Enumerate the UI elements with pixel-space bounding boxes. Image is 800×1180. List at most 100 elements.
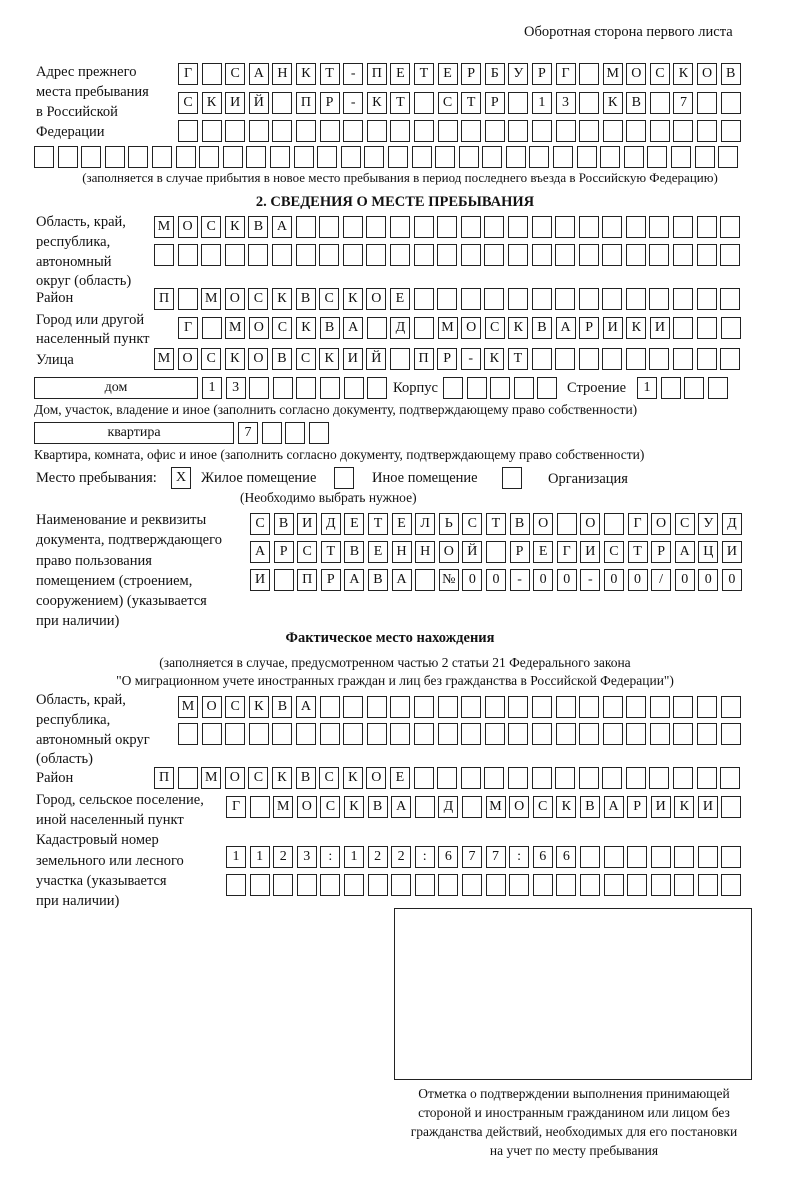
char-box[interactable]: -: [509, 569, 530, 591]
char-box[interactable]: К: [342, 288, 363, 310]
char-box[interactable]: 0: [627, 569, 648, 591]
char-box[interactable]: [342, 216, 363, 238]
char-box[interactable]: :: [414, 846, 435, 868]
char-box[interactable]: К: [602, 92, 623, 114]
char-box[interactable]: Е: [390, 63, 411, 85]
char-box[interactable]: Н: [391, 541, 412, 563]
char-box[interactable]: А: [391, 569, 412, 591]
char-box[interactable]: [273, 874, 294, 896]
char-box[interactable]: [272, 120, 293, 142]
char-box[interactable]: [387, 146, 408, 168]
char-box[interactable]: [177, 767, 198, 789]
char-box[interactable]: [602, 767, 623, 789]
char-box[interactable]: [673, 767, 694, 789]
char-box[interactable]: [673, 348, 694, 370]
char-box[interactable]: Р: [627, 796, 648, 818]
char-box[interactable]: К: [484, 348, 505, 370]
char-box[interactable]: Т: [627, 541, 648, 563]
char-box[interactable]: [673, 696, 694, 718]
char-box[interactable]: С: [320, 796, 341, 818]
char-box[interactable]: -: [343, 92, 364, 114]
char-box[interactable]: Р: [579, 317, 600, 339]
char-box[interactable]: -: [343, 63, 364, 85]
char-box[interactable]: Г: [627, 513, 648, 535]
char-box[interactable]: 7: [485, 846, 506, 868]
char-box[interactable]: Р: [509, 541, 530, 563]
char-box[interactable]: В: [295, 288, 316, 310]
char-box[interactable]: :: [509, 846, 530, 868]
char-box[interactable]: [625, 288, 646, 310]
char-box[interactable]: К: [366, 92, 387, 114]
char-box[interactable]: [649, 348, 670, 370]
char-box[interactable]: Л: [415, 513, 436, 535]
char-box[interactable]: [625, 348, 646, 370]
char-box[interactable]: С: [674, 513, 695, 535]
char-box[interactable]: [579, 696, 600, 718]
stay-option-other[interactable]: [334, 467, 358, 489]
char-box[interactable]: Й: [366, 348, 387, 370]
char-box[interactable]: [579, 723, 600, 745]
char-box[interactable]: [600, 146, 621, 168]
char-box[interactable]: [532, 874, 553, 896]
char-box[interactable]: [623, 146, 644, 168]
char-box[interactable]: П: [295, 92, 316, 114]
char-box[interactable]: К: [295, 317, 316, 339]
char-box[interactable]: В: [367, 796, 388, 818]
char-box[interactable]: И: [602, 317, 623, 339]
char-box[interactable]: [602, 348, 623, 370]
char-box[interactable]: А: [674, 541, 695, 563]
char-box[interactable]: [720, 288, 741, 310]
char-box[interactable]: О: [366, 767, 387, 789]
char-box[interactable]: П: [297, 569, 318, 591]
char-box[interactable]: [438, 874, 459, 896]
char-box[interactable]: Д: [438, 796, 459, 818]
char-box[interactable]: [413, 696, 434, 718]
char-box[interactable]: [293, 146, 314, 168]
char-box[interactable]: [178, 120, 198, 142]
char-box[interactable]: [707, 377, 728, 399]
char-box[interactable]: [697, 92, 718, 114]
char-box[interactable]: [484, 723, 505, 745]
char-box[interactable]: [249, 874, 270, 896]
char-box[interactable]: С: [319, 767, 340, 789]
char-box[interactable]: 6: [438, 846, 459, 868]
char-box[interactable]: [579, 92, 600, 114]
char-box[interactable]: [225, 723, 246, 745]
char-box[interactable]: М: [201, 767, 222, 789]
char-box[interactable]: О: [697, 63, 718, 85]
char-box[interactable]: [411, 146, 432, 168]
char-box[interactable]: И: [342, 348, 363, 370]
char-box[interactable]: [531, 120, 552, 142]
char-box[interactable]: [673, 317, 694, 339]
char-box[interactable]: [484, 696, 505, 718]
checkbox[interactable]: [334, 467, 354, 489]
char-box[interactable]: [340, 146, 361, 168]
house-type-field[interactable]: дом: [34, 377, 198, 399]
char-box[interactable]: [366, 216, 387, 238]
char-box[interactable]: [413, 120, 434, 142]
char-box[interactable]: [720, 244, 741, 266]
char-box[interactable]: 1: [531, 92, 552, 114]
char-box[interactable]: [602, 244, 623, 266]
char-box[interactable]: -: [580, 569, 601, 591]
char-box[interactable]: М: [437, 317, 458, 339]
char-box[interactable]: 7: [238, 422, 258, 444]
char-box[interactable]: [507, 767, 528, 789]
char-box[interactable]: [319, 377, 340, 399]
char-box[interactable]: Е: [391, 513, 412, 535]
char-box[interactable]: [720, 120, 741, 142]
char-box[interactable]: [272, 723, 293, 745]
char-box[interactable]: [366, 317, 387, 339]
char-box[interactable]: [295, 723, 316, 745]
char-box[interactable]: К: [556, 796, 577, 818]
char-box[interactable]: О: [438, 541, 459, 563]
char-box[interactable]: [460, 288, 481, 310]
char-box[interactable]: [342, 244, 363, 266]
char-box[interactable]: А: [295, 696, 316, 718]
char-box[interactable]: К: [673, 63, 694, 85]
korpus-row[interactable]: [443, 377, 561, 399]
char-box[interactable]: Т: [367, 513, 388, 535]
char-box[interactable]: Р: [531, 63, 552, 85]
char-box[interactable]: [721, 846, 742, 868]
